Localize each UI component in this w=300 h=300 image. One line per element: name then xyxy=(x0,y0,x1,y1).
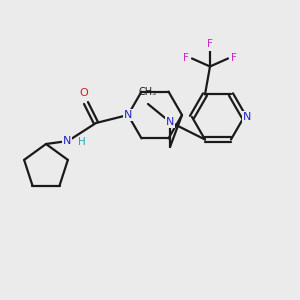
Text: F: F xyxy=(207,40,213,50)
Text: H: H xyxy=(78,137,86,147)
Text: CH₃: CH₃ xyxy=(139,87,157,97)
Text: O: O xyxy=(80,88,88,98)
Text: N: N xyxy=(166,117,174,127)
Text: N: N xyxy=(63,136,71,146)
Text: F: F xyxy=(231,53,237,64)
Text: N: N xyxy=(243,112,251,122)
Text: F: F xyxy=(183,53,189,64)
Text: N: N xyxy=(124,110,132,120)
